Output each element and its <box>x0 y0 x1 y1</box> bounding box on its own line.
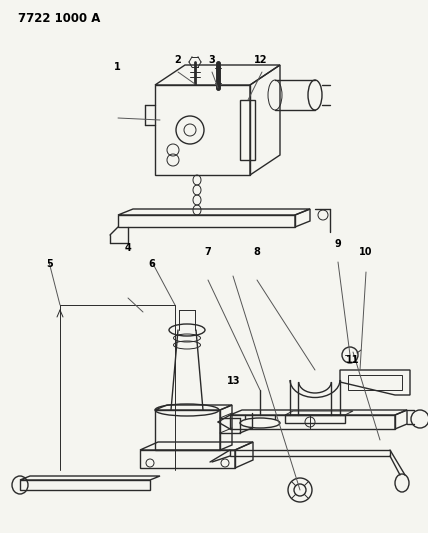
Text: 10: 10 <box>359 247 373 257</box>
Text: 4: 4 <box>125 243 132 253</box>
Text: 7722 1000 A: 7722 1000 A <box>18 12 101 25</box>
Text: 7: 7 <box>204 247 211 257</box>
Text: 12: 12 <box>254 55 268 64</box>
Text: 5: 5 <box>46 259 53 269</box>
Text: 11: 11 <box>346 355 360 365</box>
Text: 9: 9 <box>335 239 342 248</box>
Text: 2: 2 <box>174 55 181 64</box>
Text: 6: 6 <box>149 259 155 269</box>
Text: 8: 8 <box>253 247 260 257</box>
Text: 3: 3 <box>208 55 215 64</box>
Text: 1: 1 <box>114 62 121 71</box>
Text: 13: 13 <box>226 376 240 386</box>
